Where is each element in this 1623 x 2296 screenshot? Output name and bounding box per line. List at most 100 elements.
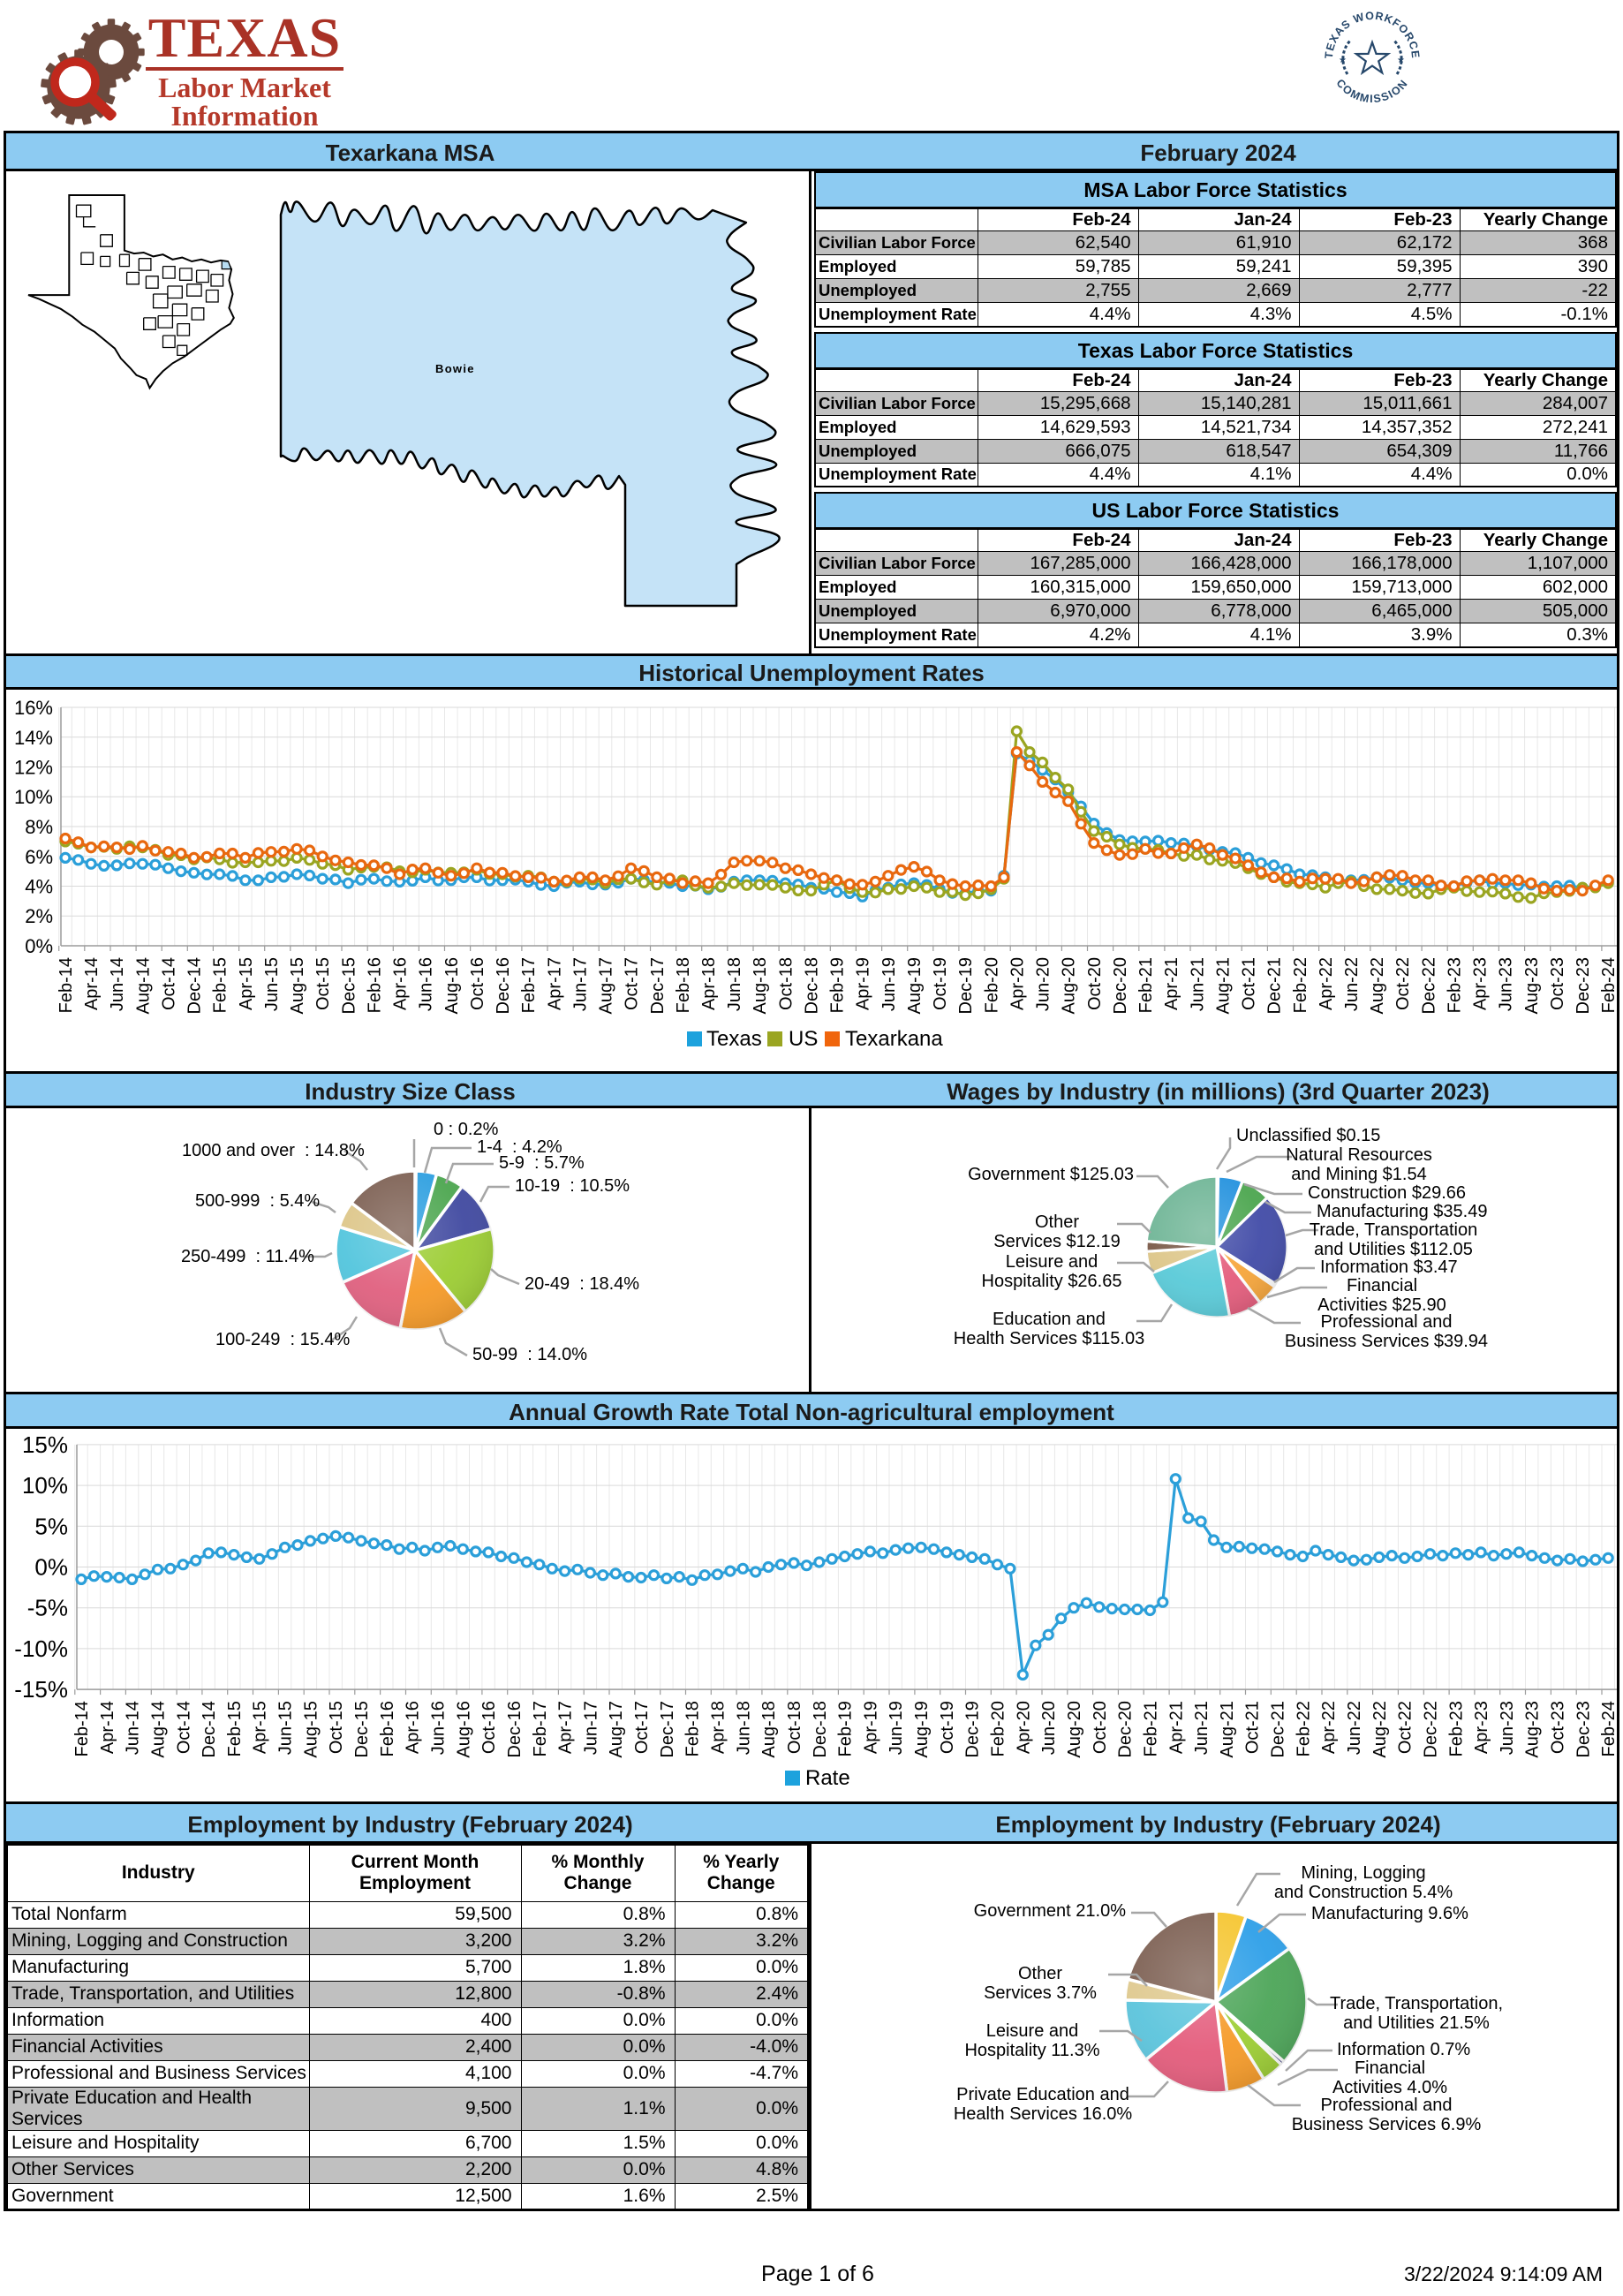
svg-text:Feb-15: Feb-15	[225, 1701, 245, 1756]
svg-text:Apr-22: Apr-22	[1317, 957, 1336, 1010]
svg-text:Professional and: Professional and	[1321, 2096, 1453, 2115]
svg-text:Aug-20: Aug-20	[1065, 1701, 1084, 1758]
svg-text:Aug-15: Aug-15	[301, 1701, 321, 1758]
svg-text:Jun-20: Jun-20	[1039, 1701, 1059, 1755]
svg-text:Aug-23: Aug-23	[1522, 957, 1542, 1015]
svg-text:Jun-14: Jun-14	[124, 1701, 143, 1755]
svg-text:Unclassified $0.15: Unclassified $0.15	[1236, 1126, 1380, 1145]
svg-text:Dec-16: Dec-16	[494, 957, 513, 1014]
svg-text:Aug-18: Aug-18	[751, 957, 770, 1015]
svg-text:14%: 14%	[14, 727, 53, 749]
svg-text:Aug-17: Aug-17	[597, 957, 616, 1015]
svg-text:Dec-17: Dec-17	[648, 957, 668, 1014]
svg-text:Professional and: Professional and	[1321, 1312, 1453, 1332]
svg-text:Activities 4.0%: Activities 4.0%	[1332, 2078, 1447, 2097]
svg-text:Texas: Texas	[706, 1027, 762, 1051]
svg-text:Oct-18: Oct-18	[785, 1701, 804, 1754]
svg-text:Leisure and: Leisure and	[986, 2021, 1079, 2041]
svg-text:Jun-15: Jun-15	[262, 957, 282, 1011]
svg-text:Bowie: Bowie	[435, 362, 475, 375]
svg-text:Aug-22: Aug-22	[1370, 1701, 1390, 1758]
svg-text:10%: 10%	[14, 786, 53, 808]
svg-text:Natural Resources: Natural Resources	[1286, 1145, 1432, 1165]
svg-text:Jun-14: Jun-14	[108, 957, 127, 1011]
svg-text:Feb-16: Feb-16	[365, 957, 384, 1013]
svg-text:0%: 0%	[34, 1554, 68, 1581]
svg-text:Apr-20: Apr-20	[1008, 957, 1027, 1010]
svg-text:Jun-15: Jun-15	[276, 1701, 296, 1755]
svg-text:20-49 : 18.4%: 20-49 : 18.4%	[525, 1274, 639, 1294]
svg-text:Dec-18: Dec-18	[803, 957, 822, 1014]
svg-text:Texarkana: Texarkana	[845, 1027, 943, 1051]
svg-text:50-99 : 14.0%: 50-99 : 14.0%	[472, 1345, 587, 1364]
svg-text:Oct-23: Oct-23	[1549, 1701, 1568, 1754]
svg-text:Jun-21: Jun-21	[1188, 957, 1207, 1011]
svg-text:and Mining $1.54: and Mining $1.54	[1291, 1165, 1426, 1184]
svg-text:Feb-20: Feb-20	[989, 1701, 1008, 1756]
svg-text:Private Education and: Private Education and	[956, 2085, 1129, 2104]
svg-text:Dec-16: Dec-16	[505, 1701, 525, 1757]
svg-text:Feb-21: Feb-21	[1141, 1701, 1160, 1756]
svg-text:Oct-15: Oct-15	[327, 1701, 346, 1754]
svg-text:Education and: Education and	[993, 1310, 1106, 1329]
svg-text:250-499 : 11.4%: 250-499 : 11.4%	[181, 1247, 314, 1266]
svg-text:Dec-18: Dec-18	[811, 1701, 830, 1757]
svg-text:Dec-15: Dec-15	[339, 957, 359, 1014]
svg-text:Oct-14: Oct-14	[160, 957, 179, 1010]
svg-text:Jun-18: Jun-18	[725, 957, 744, 1011]
svg-text:10-19 : 10.5%: 10-19 : 10.5%	[515, 1176, 630, 1196]
svg-text:Dec-15: Dec-15	[352, 1701, 372, 1757]
svg-text:Apr-21: Apr-21	[1166, 1701, 1186, 1754]
svg-text:Apr-15: Apr-15	[251, 1701, 270, 1754]
svg-text:Health Services $115.03: Health Services $115.03	[954, 1329, 1144, 1348]
svg-text:★: ★	[1339, 56, 1347, 65]
svg-text:Government $125.03: Government $125.03	[968, 1165, 1134, 1184]
svg-text:Oct-15: Oct-15	[313, 957, 333, 1010]
svg-text:4%: 4%	[25, 876, 53, 898]
svg-text:Dec-17: Dec-17	[658, 1701, 677, 1757]
svg-text:Dec-19: Dec-19	[963, 1701, 983, 1757]
svg-text:Feb-14: Feb-14	[72, 1701, 92, 1756]
svg-text:Jun-22: Jun-22	[1342, 957, 1362, 1011]
svg-text:Dec-19: Dec-19	[956, 957, 976, 1014]
svg-text:Manufacturing 9.6%: Manufacturing 9.6%	[1311, 1904, 1468, 1923]
svg-text:Other: Other	[1018, 1964, 1062, 1983]
svg-text:Apr-21: Apr-21	[1162, 957, 1181, 1010]
svg-text:Aug-15: Aug-15	[288, 957, 307, 1015]
svg-text:Feb-19: Feb-19	[836, 1701, 856, 1756]
svg-text:Apr-22: Apr-22	[1319, 1701, 1339, 1754]
svg-text:10%: 10%	[22, 1472, 68, 1499]
svg-text:6%: 6%	[25, 846, 53, 868]
svg-text:Oct-16: Oct-16	[468, 957, 487, 1010]
svg-text:8%: 8%	[25, 816, 53, 838]
svg-text:Jun-23: Jun-23	[1498, 1701, 1517, 1755]
svg-text:15%: 15%	[22, 1431, 68, 1458]
svg-text:Feb-23: Feb-23	[1446, 957, 1465, 1013]
svg-text:Oct-18: Oct-18	[776, 957, 796, 1010]
svg-text:Jun-16: Jun-16	[429, 1701, 449, 1755]
svg-text:Financial: Financial	[1355, 2058, 1425, 2078]
svg-text:Aug-14: Aug-14	[133, 957, 153, 1015]
svg-text:Oct-23: Oct-23	[1548, 957, 1567, 1010]
svg-text:Aug-16: Aug-16	[442, 957, 462, 1015]
svg-text:500-999 : 5.4%: 500-999 : 5.4%	[195, 1191, 320, 1211]
svg-text:Aug-19: Aug-19	[912, 1701, 932, 1758]
svg-text:-5%: -5%	[27, 1595, 68, 1621]
svg-text:Rate: Rate	[805, 1766, 850, 1790]
svg-text:-10%: -10%	[14, 1635, 68, 1662]
svg-text:Apr-19: Apr-19	[854, 957, 873, 1010]
svg-text:and Construction 5.4%: and Construction 5.4%	[1274, 1883, 1453, 1902]
svg-text:Oct-21: Oct-21	[1240, 957, 1259, 1010]
svg-text:Health Services 16.0%: Health Services 16.0%	[954, 2104, 1133, 2124]
svg-text:Services $12.19: Services $12.19	[993, 1232, 1120, 1251]
svg-text:Apr-16: Apr-16	[404, 1701, 423, 1754]
svg-text:1000 and over : 14.8%: 1000 and over : 14.8%	[182, 1141, 365, 1160]
svg-text:Feb-22: Feb-22	[1294, 1701, 1313, 1756]
svg-text:5%: 5%	[34, 1513, 68, 1539]
svg-text:Oct-17: Oct-17	[623, 957, 642, 1010]
svg-text:Feb-18: Feb-18	[674, 957, 693, 1013]
svg-text:Dec-20: Dec-20	[1116, 1701, 1136, 1757]
svg-text:12%: 12%	[14, 757, 53, 779]
svg-text:Activities $25.90: Activities $25.90	[1317, 1295, 1446, 1315]
svg-text:Dec-23: Dec-23	[1574, 957, 1593, 1014]
